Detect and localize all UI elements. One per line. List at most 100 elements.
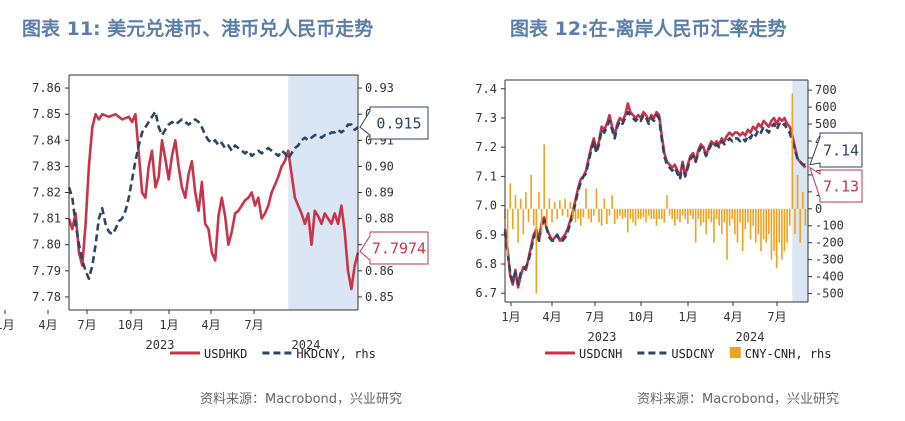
- right-bar-mark: [804, 208, 807, 226]
- right-bar-mark: [538, 191, 540, 209]
- right-bar-mark: [634, 208, 637, 226]
- right-bar-mark: [608, 208, 611, 216]
- right-left-tick-label: 7.0: [475, 199, 497, 213]
- right-bar-mark: [611, 195, 613, 209]
- right-bar-mark: [736, 208, 739, 243]
- right-left-tick-label: 6.8: [475, 257, 497, 271]
- right-bar-mark: [658, 208, 660, 219]
- right-left-tick-label: 7.1: [475, 169, 497, 183]
- right-bar-mark: [710, 208, 713, 223]
- left-left-tick-label: 7.81: [32, 212, 61, 226]
- right-bar-mark: [616, 208, 619, 219]
- right-bar-mark: [626, 208, 629, 233]
- right-bar-mark: [684, 208, 687, 219]
- right-x-tick-label: 4月: [542, 310, 561, 324]
- right-bar-mark: [700, 208, 702, 226]
- right-bar-mark: [694, 208, 697, 243]
- right-callout-usdcnh-text: 7.13: [823, 177, 859, 195]
- left-callout-usdhkd-box: [359, 231, 429, 265]
- left-x-tick-label: 7月: [244, 318, 263, 332]
- right-bar-mark: [585, 188, 587, 209]
- right-chart-title: 图表 12:在-离岸人民币汇率走势: [510, 18, 787, 40]
- right-bar-mark: [650, 208, 653, 219]
- right-bar-mark: [582, 208, 585, 218]
- right-year-label: 2023: [588, 330, 617, 344]
- right-bar-mark: [517, 208, 519, 243]
- right-bar-mark: [679, 208, 681, 223]
- right-bar-mark: [744, 208, 747, 230]
- right-bar-mark: [603, 198, 606, 209]
- right-bar-mark: [598, 208, 600, 223]
- right-bar-mark: [587, 208, 590, 219]
- right-bar-mark: [707, 208, 710, 219]
- right-highlight-region: [792, 80, 808, 302]
- right-legend-swatch: [729, 347, 741, 358]
- right-bar-mark: [512, 208, 514, 230]
- left-right-tick-label: 0.90: [365, 159, 394, 173]
- left-left-tick-label: 7.84: [32, 133, 61, 147]
- right-bar-mark: [668, 208, 671, 216]
- right-bar-mark: [613, 208, 616, 225]
- left-left-tick-label: 7.80: [32, 238, 61, 252]
- right-x-tick-label: 1月: [678, 310, 697, 324]
- right-bar-mark: [760, 208, 762, 252]
- right-bar-mark: [629, 208, 632, 219]
- right-x-tick-label: 10月: [628, 310, 654, 324]
- left-right-tick-label: 0.93: [365, 81, 394, 95]
- left-left-tick-label: 7.86: [32, 81, 61, 95]
- right-bar-mark: [721, 208, 723, 235]
- right-right-tick-label: -200: [815, 236, 844, 250]
- right-bar-mark: [595, 188, 598, 209]
- left-series-line-0: [67, 112, 360, 291]
- right-bar-mark: [561, 208, 564, 216]
- left-callout-usdhkd-text: 7.7974: [372, 239, 426, 257]
- right-left-tick-label: 7.4: [475, 82, 497, 96]
- right-year-label: 2024: [736, 330, 765, 344]
- right-bar-mark: [778, 208, 781, 243]
- right-right-tick-label: 500: [815, 117, 837, 131]
- left-highlight-region: [288, 75, 358, 310]
- right-bar-mark: [593, 208, 595, 216]
- right-bar-mark: [621, 208, 624, 219]
- right-bar-mark: [754, 208, 757, 243]
- right-bar-mark: [739, 208, 741, 223]
- left-x-tick-label: 1月: [0, 318, 15, 332]
- right-bar-mark: [705, 208, 707, 235]
- left-x-tick-label: 4月: [201, 318, 220, 332]
- right-bar-mark: [791, 93, 794, 209]
- right-bar-mark: [783, 208, 786, 252]
- right-bar-mark: [653, 208, 655, 219]
- right-right-tick-label: 600: [815, 100, 837, 114]
- right-bar-mark: [673, 208, 676, 226]
- right-bar-mark: [660, 208, 663, 219]
- right-bar-mark: [642, 208, 645, 218]
- right-bar-mark: [525, 191, 527, 209]
- left-right-tick-label: 0.89: [365, 186, 394, 200]
- right-bar-mark: [566, 208, 569, 218]
- right-bar-mark: [522, 208, 525, 235]
- left-left-tick-label: 7.79: [32, 264, 61, 278]
- right-bar-mark: [794, 208, 796, 235]
- right-bar-mark: [697, 208, 700, 219]
- right-bar-mark: [527, 208, 530, 223]
- right-bar-mark: [572, 208, 574, 219]
- right-bar-mark: [556, 208, 559, 219]
- right-legend-label: USDCNH: [579, 347, 622, 361]
- right-bar-mark: [796, 174, 799, 209]
- right-bar-mark: [768, 208, 770, 235]
- left-left-tick-label: 7.83: [32, 159, 61, 173]
- right-bar-mark: [543, 144, 545, 209]
- right-bar-mark: [551, 208, 553, 223]
- right-right-tick-label: 700: [815, 83, 837, 97]
- left-year-label: 2024: [292, 338, 321, 352]
- right-x-tick-label: 7月: [767, 310, 786, 324]
- right-bar-mark: [718, 208, 720, 226]
- right-callout-usdcnh-box: [809, 166, 863, 203]
- right-bar-mark: [637, 208, 640, 219]
- right-bar-mark: [532, 208, 535, 226]
- right-bar-mark: [687, 208, 689, 225]
- left-left-tick-label: 7.85: [32, 107, 61, 121]
- right-x-tick-label: 1月: [501, 310, 520, 324]
- right-bar-mark: [757, 208, 760, 235]
- right-bar-mark: [773, 208, 775, 252]
